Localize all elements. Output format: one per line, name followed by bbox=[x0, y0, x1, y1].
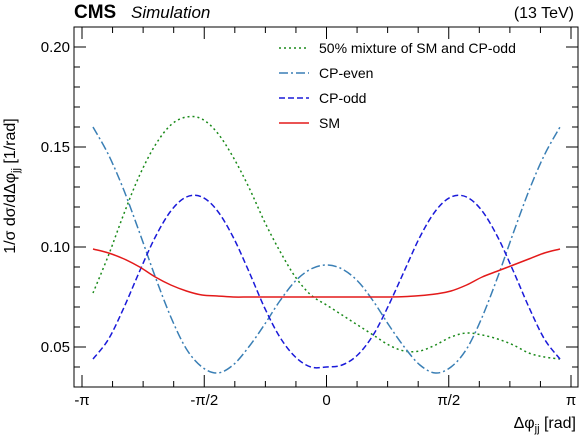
x-axis-title-main: Δφ bbox=[514, 415, 535, 432]
y-tick-label: 0.05 bbox=[41, 339, 70, 356]
y-tick-label: 0.15 bbox=[41, 139, 70, 156]
plot-frame bbox=[73, 26, 579, 388]
x-axis-title: Δφjj [rad] bbox=[514, 415, 576, 435]
x-tick-label: π/2 bbox=[437, 392, 460, 409]
series-line-2 bbox=[92, 194, 561, 369]
energy-label: (13 TeV) bbox=[514, 5, 574, 22]
status-label: Simulation bbox=[131, 3, 210, 22]
y-axis-title-unit: [1/rad] bbox=[2, 118, 19, 168]
y-axis-title-sub: jj bbox=[10, 168, 22, 174]
x-tick-label: -π/2 bbox=[190, 392, 218, 409]
legend-label: 50% mixture of SM and CP-odd bbox=[319, 40, 516, 56]
x-tick-label: -π bbox=[74, 392, 89, 409]
x-tick-label: 0 bbox=[322, 392, 330, 409]
y-axis-title: 1/σ dσ/dΔφjj [1/rad] bbox=[2, 118, 22, 254]
legend-label: CP-even bbox=[319, 65, 373, 81]
x-axis-title-unit: [rad] bbox=[540, 415, 576, 432]
legend-label: SM bbox=[319, 115, 340, 131]
y-axis-title-main: 1/σ dσ/dΔφ bbox=[2, 173, 19, 254]
legend-label: CP-odd bbox=[319, 90, 366, 106]
x-tick-label: π bbox=[566, 392, 576, 409]
y-tick-label: 0.10 bbox=[41, 239, 70, 256]
y-tick-label: 0.20 bbox=[41, 39, 70, 56]
series-line-0 bbox=[92, 115, 561, 360]
x-axis-title-sub: jj bbox=[534, 423, 540, 435]
legend: 50% mixture of SM and CP-odd CP-even CP-od… bbox=[279, 40, 516, 131]
series-line-1 bbox=[92, 126, 561, 374]
series-curves bbox=[92, 115, 561, 374]
series-line-3 bbox=[92, 248, 561, 298]
experiment-label: CMS bbox=[74, 2, 116, 23]
y-axis-ticks: 0.05 0.10 0.15 0.20 bbox=[41, 26, 578, 388]
x-axis-ticks: -π -π/2 0 π/2 π bbox=[74, 27, 576, 409]
